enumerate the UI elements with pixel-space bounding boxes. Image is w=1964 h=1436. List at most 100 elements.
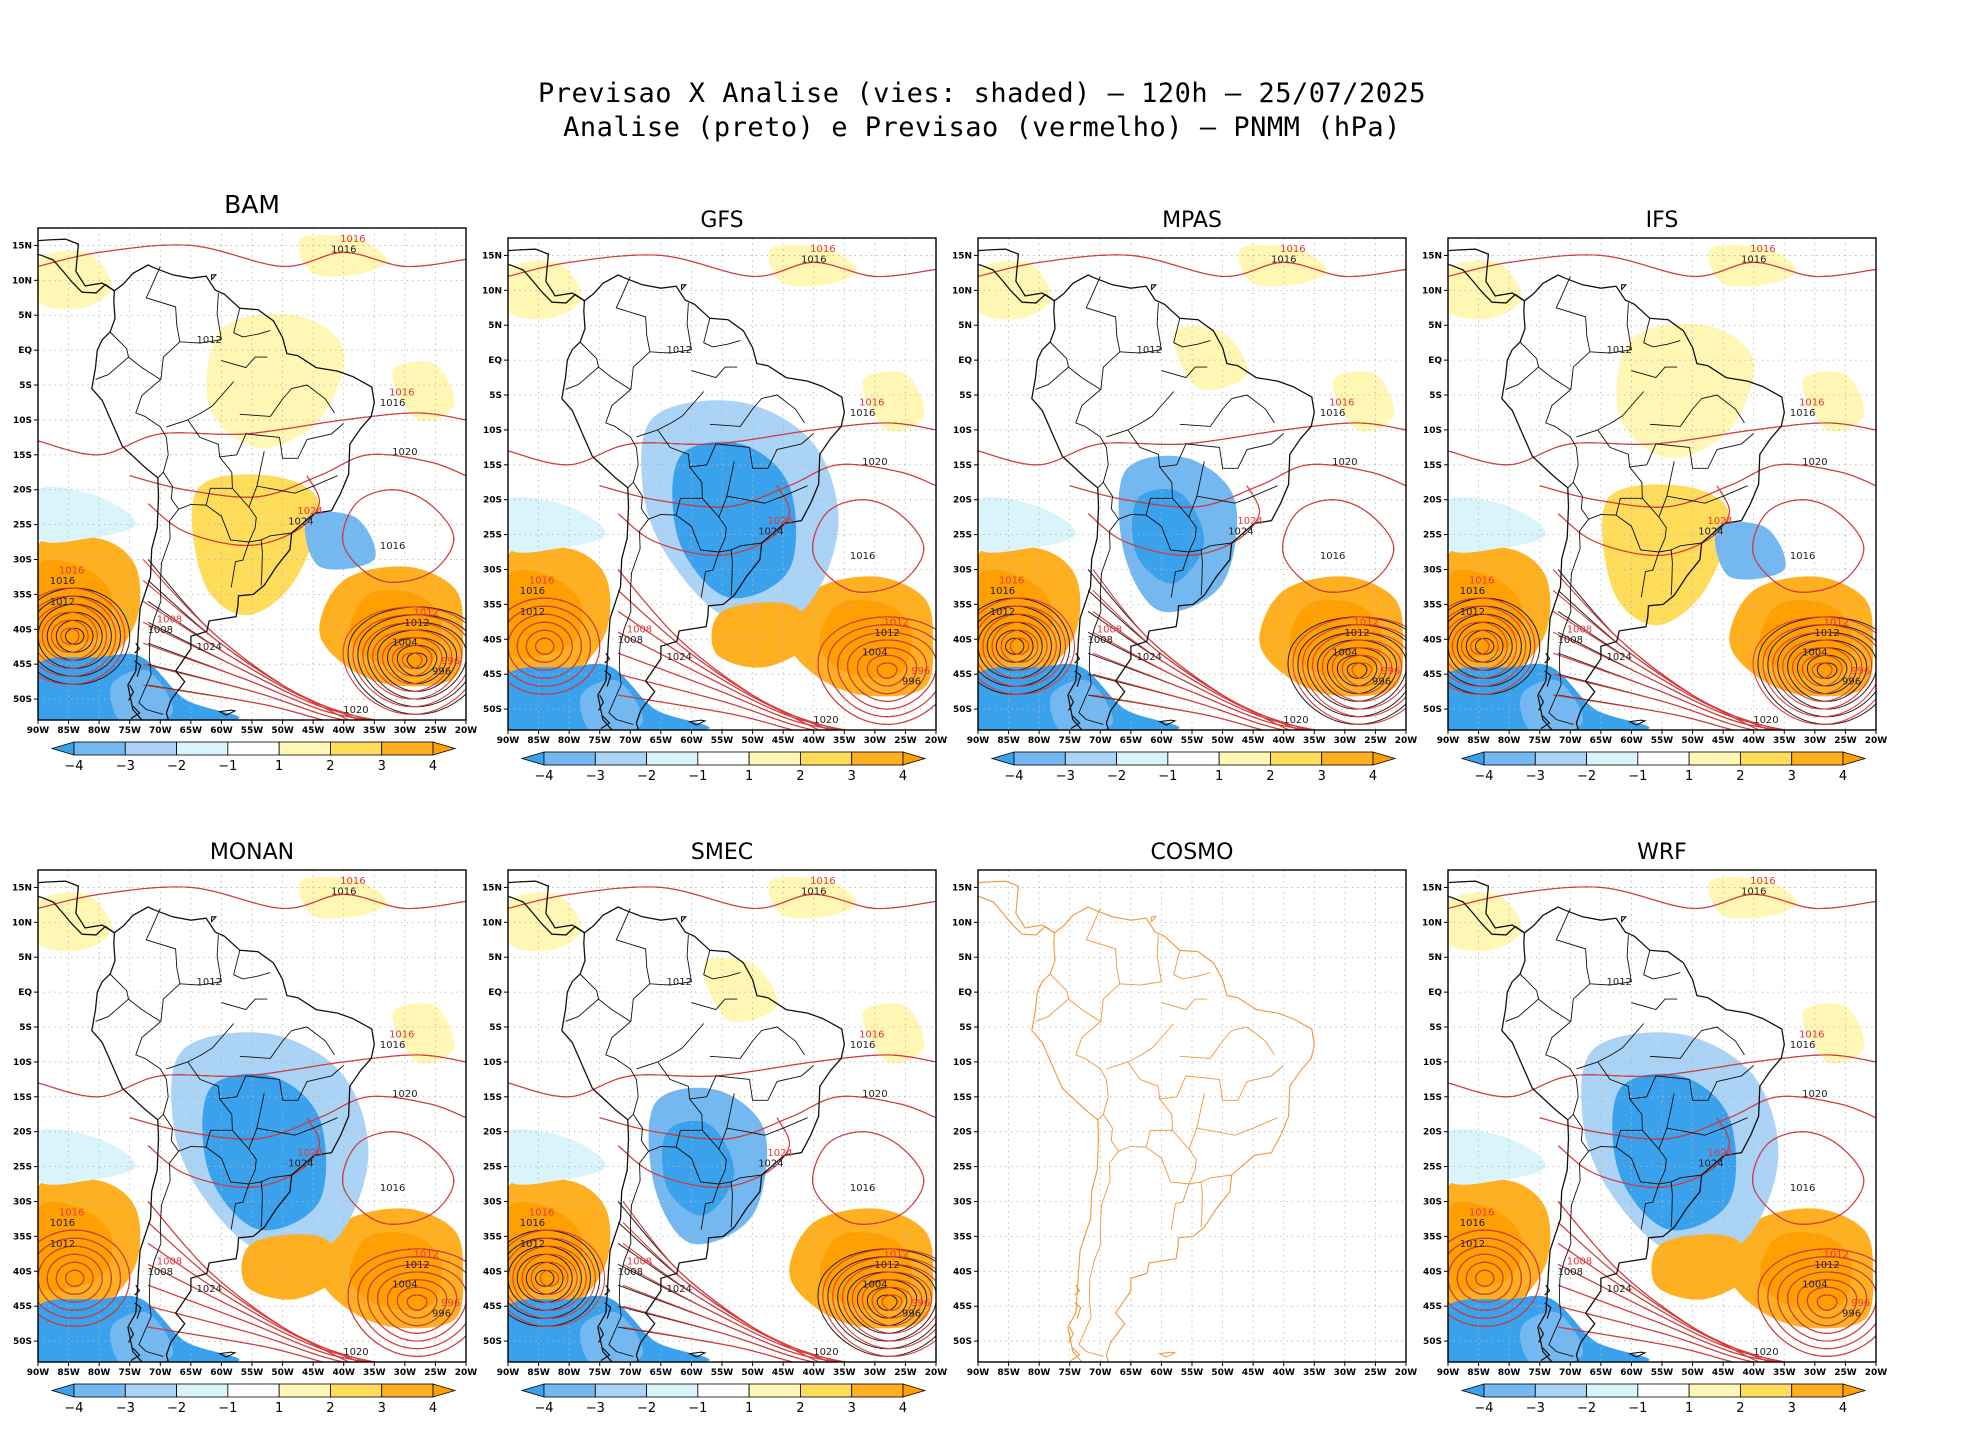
lat-label: EQ — [1428, 356, 1442, 366]
analysis-isobar-label: 1012 — [1460, 1239, 1485, 1250]
forecast-isobar-pacific-low — [516, 621, 573, 671]
analysis-isobar-label: 1016 — [1320, 551, 1345, 562]
forecast-isobar-label: 1008 — [157, 1256, 182, 1267]
analysis-isobar-label: 1024 — [288, 517, 313, 528]
analysis-isobar-atlantic-low — [1326, 647, 1388, 695]
forecast-isobar-label: 996 — [441, 1298, 460, 1309]
country-border — [179, 934, 222, 986]
lat-label: 35S — [13, 590, 32, 600]
forecast-isobar-southern — [143, 684, 326, 720]
colorbar-arrow-low — [520, 1383, 545, 1398]
lon-label: 25W — [894, 736, 917, 746]
lat-label: 10S — [953, 426, 972, 436]
colorbar-label: 4 — [899, 1401, 907, 1416]
forecast-isobar-southern — [1557, 1221, 1771, 1362]
colorbar-label: 1 — [1215, 769, 1223, 784]
country-border — [608, 518, 649, 725]
colorbar-segment — [176, 1383, 229, 1398]
coastline-island — [604, 1302, 612, 1319]
country-border — [731, 542, 762, 551]
analysis-isobar-label: 1008 — [1558, 635, 1583, 646]
country-border — [627, 436, 639, 489]
colorbar: −4 −3 −2 −1 1 2 3 4 — [520, 751, 927, 784]
coastline-island — [1157, 1351, 1177, 1358]
country-border — [691, 998, 738, 1011]
analysis-isobar-pacific-low — [978, 613, 1052, 679]
forecast-isobar-southern — [143, 663, 348, 720]
lon-label: 35W — [1773, 736, 1796, 746]
forecast-isobar-1012 — [508, 254, 936, 278]
country-border — [1572, 1061, 1643, 1152]
forecast-isobar-pacific-low — [38, 603, 108, 669]
lon-label: 50W — [1211, 1368, 1234, 1378]
analysis-isobar-label: 1020 — [1802, 457, 1827, 468]
forecast-isobar-1024-high — [812, 1131, 925, 1225]
lat-label: 10N — [482, 918, 502, 928]
bias-positive-weak — [38, 892, 112, 952]
coastline-island — [134, 660, 142, 677]
country-border — [1078, 518, 1119, 725]
bias-negative-core — [1612, 1073, 1737, 1231]
country-border — [1085, 276, 1121, 352]
colorbar-label: 2 — [326, 1401, 334, 1416]
forecast-isobar-pacific-low — [991, 621, 1048, 671]
colorbar-segment — [227, 741, 280, 756]
lat-label: 5N — [958, 953, 972, 963]
forecast-isobar-1024-high — [342, 1131, 455, 1225]
lon-label: 80W — [1498, 736, 1521, 746]
forecast-isobar-pacific-low — [1000, 629, 1039, 663]
bias-negative-core — [580, 1312, 644, 1362]
colorbar-segment — [1740, 1383, 1793, 1398]
forecast-isobar-pacific-low — [508, 1237, 596, 1319]
panel-title: SMEC — [690, 840, 754, 865]
analysis-isobar-label: 1004 — [392, 637, 417, 648]
colorbar-arrow-high — [432, 741, 457, 756]
country-border — [256, 451, 338, 494]
analysis-isobar-pacific-low — [978, 605, 1062, 687]
lat-label: 15S — [13, 1093, 32, 1103]
forecast-isobar-pacific-low — [60, 627, 80, 645]
colorbar-label: 2 — [326, 759, 334, 774]
colorbar-label: −4 — [64, 1401, 83, 1416]
lon-label: 45W — [772, 736, 795, 746]
bias-positive-weak — [1448, 260, 1522, 320]
country-border — [261, 532, 292, 541]
lon-label: 45W — [772, 1368, 795, 1378]
forecast-isobar-pacific-low — [1470, 637, 1490, 655]
colorbar-label: 4 — [429, 1401, 437, 1416]
lat-label: 45S — [13, 1302, 32, 1312]
forecast-isobar-pacific-low — [1448, 597, 1536, 695]
analysis-isobar-pacific-low — [995, 629, 1034, 663]
colorbar-label: 1 — [745, 769, 753, 784]
country-border — [1161, 366, 1208, 379]
coastline-island — [1068, 1326, 1075, 1343]
country-border — [1075, 351, 1121, 438]
analysis-isobar-pacific-low — [516, 1253, 573, 1303]
lat-label: 25S — [953, 1163, 972, 1173]
country-border — [703, 318, 741, 348]
forecast-isobar-label: 1016 — [340, 876, 365, 887]
analysis-isobar-label: 1008 — [618, 635, 643, 646]
forecast-isobar-atlantic-low — [1782, 639, 1863, 702]
lat-label: 5S — [19, 381, 32, 391]
lon-label: 20W — [1865, 736, 1888, 746]
coastline-south-america — [561, 274, 845, 730]
bias-negative-weak — [978, 497, 1076, 553]
analysis-isobar-label: 1020 — [813, 1347, 838, 1358]
coastline-caribbean — [508, 248, 585, 302]
forecast-isobar-atlantic-low — [851, 1271, 933, 1334]
coastline-south-america — [561, 906, 845, 1362]
coastline-caribbean — [1448, 248, 1525, 302]
country-border — [691, 366, 738, 379]
forecast-isobar-pacific-low — [41, 611, 98, 661]
forecast-isobar-pacific-low — [55, 1261, 94, 1295]
country-border — [157, 426, 169, 479]
country-border — [1170, 1183, 1190, 1230]
analysis-isobar-label: 1012 — [1814, 1260, 1839, 1271]
coastline-island — [1537, 1326, 1545, 1343]
forecast-isobar-label: 1012 — [1824, 1249, 1849, 1260]
analysis-isobar-atlantic-low — [866, 1286, 908, 1319]
forecast-isobar-1012 — [508, 886, 936, 910]
colorbar-arrow-low — [50, 1383, 75, 1398]
panel-title: IFS — [1645, 208, 1679, 233]
